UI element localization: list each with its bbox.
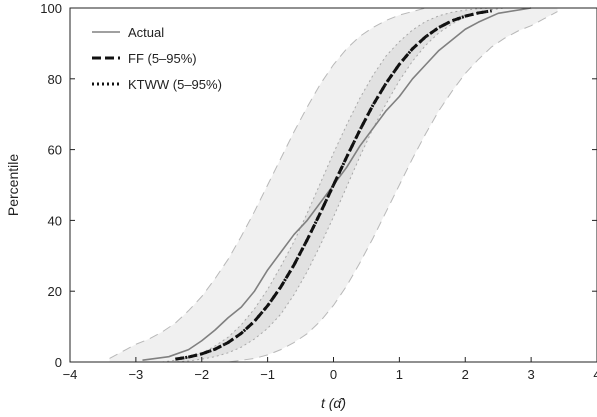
series-ktww-line bbox=[175, 9, 492, 361]
band-ktww-upper-edge bbox=[162, 7, 505, 363]
legend-actual-label: Actual bbox=[128, 25, 164, 40]
y-tick-label: 20 bbox=[48, 284, 62, 299]
band-ff-lower-edge bbox=[109, 11, 558, 363]
x-tick-label: 1 bbox=[396, 367, 403, 382]
legend: Actual FF (5–95%) KTWW (5–95%) bbox=[92, 25, 222, 92]
legend-ff-label: FF (5–95%) bbox=[128, 51, 197, 66]
series-lines bbox=[142, 7, 532, 362]
x-tick-label: −4 bbox=[63, 367, 78, 382]
y-tick-label: 0 bbox=[55, 355, 62, 370]
x-tick-label: 0 bbox=[330, 367, 337, 382]
axis-ticks: −4−3−2−101234020406080100 bbox=[40, 1, 597, 382]
y-tick-label: 60 bbox=[48, 143, 62, 158]
x-tick-label: −1 bbox=[260, 367, 275, 382]
y-axis-label: Percentile bbox=[5, 154, 21, 216]
x-tick-label: 2 bbox=[462, 367, 469, 382]
y-tick-label: 40 bbox=[48, 213, 62, 228]
legend-ktww-label: KTWW (5–95%) bbox=[128, 77, 222, 92]
x-tick-label: −2 bbox=[194, 367, 209, 382]
x-tick-label: 3 bbox=[528, 367, 535, 382]
y-tick-label: 100 bbox=[40, 1, 62, 16]
x-tick-label: 4 bbox=[593, 367, 597, 382]
x-axis-label: t (α̂) bbox=[321, 395, 346, 411]
x-tick-label: −3 bbox=[128, 367, 143, 382]
y-tick-label: 80 bbox=[48, 72, 62, 87]
